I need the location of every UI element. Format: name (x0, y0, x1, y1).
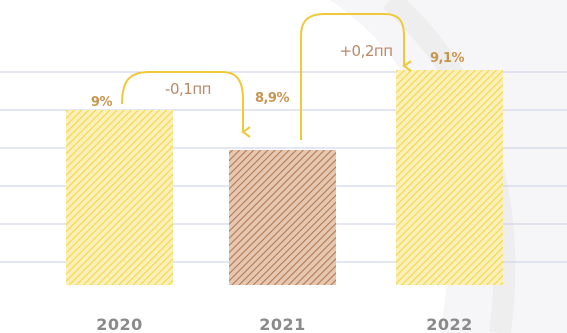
labels-group: 2020 2021 2022 9% 8,9% 9,1% -0,1пп +0,2пп (91, 42, 473, 333)
change-arrow-2021-2022 (300, 13, 412, 140)
bars-group (66, 70, 503, 285)
value-label-2021: 8,9% (255, 91, 290, 106)
bar-2022 (396, 70, 503, 285)
year-label-2022: 2022 (426, 315, 473, 333)
change-label-2: +0,2пп (339, 42, 392, 60)
bar-2021 (229, 150, 336, 285)
change-arrow-2020-2021 (121, 71, 251, 138)
bar-2020 (66, 110, 173, 285)
year-label-2020: 2020 (96, 315, 143, 333)
change-label-1: -0,1пп (165, 80, 211, 98)
change-arrows (121, 13, 412, 140)
year-label-2021: 2021 (259, 315, 306, 333)
value-label-2020: 9% (91, 95, 113, 110)
value-label-2022: 9,1% (430, 51, 465, 66)
